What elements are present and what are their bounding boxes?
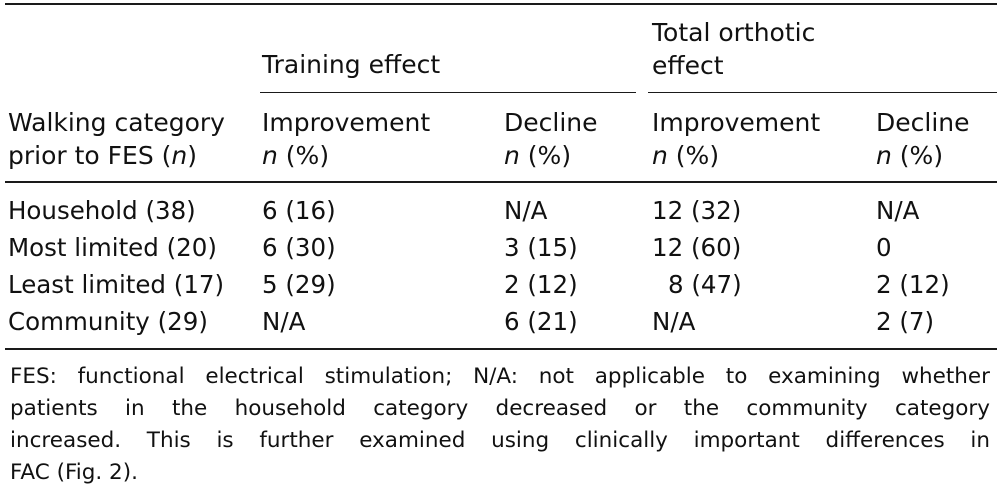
cell-total-improvement: 12 (32) [652,196,742,225]
cell-total-decline: 2 (12) [876,270,950,299]
cell-total-improvement: 12 (60) [652,233,742,262]
footnote-line: patients in the household category decre… [10,396,990,421]
cell-total-decline: 0 [876,233,892,262]
cell-total-improvement: N/A [652,307,696,336]
table-bottom-rule [5,348,997,350]
cell-category: Community (29) [8,307,208,336]
footnote-line: FES: functional electrical stimulation; … [10,364,990,389]
pct-label: (%) [891,141,944,170]
n-label: n [262,141,278,170]
cell-train-improvement: 6 (30) [262,233,336,262]
col-header-total-decline-unit: n (%) [876,139,943,173]
col-header-walking-line2: prior to FES (n) [8,139,197,173]
training-group-rule [260,92,636,93]
cell-train-decline: 2 (12) [504,270,578,299]
cell-total-decline: 2 (7) [876,307,935,336]
cell-category: Household (38) [8,196,196,225]
col-header-train-improvement-unit: n (%) [262,139,329,173]
pct-label: (%) [277,141,330,170]
col-header-train-decline-unit: n (%) [504,139,571,173]
col-header-train-improvement: Improvement [262,108,431,137]
cell-train-decline: 3 (15) [504,233,578,262]
walking-n: n [171,141,188,170]
cell-train-decline: 6 (21) [504,307,578,336]
pct-label: (%) [519,141,572,170]
col-header-total-improvement: Improvement [652,108,821,137]
cell-train-improvement: 5 (29) [262,270,336,299]
cell-category: Least limited (17) [8,270,225,299]
n-label: n [652,141,668,170]
walking-suffix: ) [187,141,198,170]
col-header-total-improvement-unit: n (%) [652,139,719,173]
n-label: n [876,141,892,170]
footnote-line: FAC (Fig. 2). [10,460,138,485]
cell-train-improvement: 6 (16) [262,196,336,225]
pct-label: (%) [667,141,720,170]
col-header-walking-line1: Walking category [8,108,225,137]
cell-category: Most limited (20) [8,233,217,262]
walking-prefix: prior to FES ( [8,141,172,170]
total-group-rule [648,92,997,93]
n-label: n [504,141,520,170]
cell-train-decline: N/A [504,196,548,225]
header-bottom-rule [5,181,997,183]
top-rule [5,3,997,5]
table-footnote: FES: functional electrical stimulation; … [10,361,990,489]
group-header-total-line1: Total orthotic [652,18,816,47]
cell-total-decline: N/A [876,196,920,225]
cell-total-improvement: 8 (47) [668,270,742,299]
group-header-training: Training effect [262,50,441,79]
footnote-line: increased. This is further examined usin… [10,428,990,453]
col-header-train-decline: Decline [504,108,598,137]
col-header-total-decline: Decline [876,108,970,137]
cell-train-improvement: N/A [262,307,306,336]
group-header-total-line2: effect [652,51,724,80]
